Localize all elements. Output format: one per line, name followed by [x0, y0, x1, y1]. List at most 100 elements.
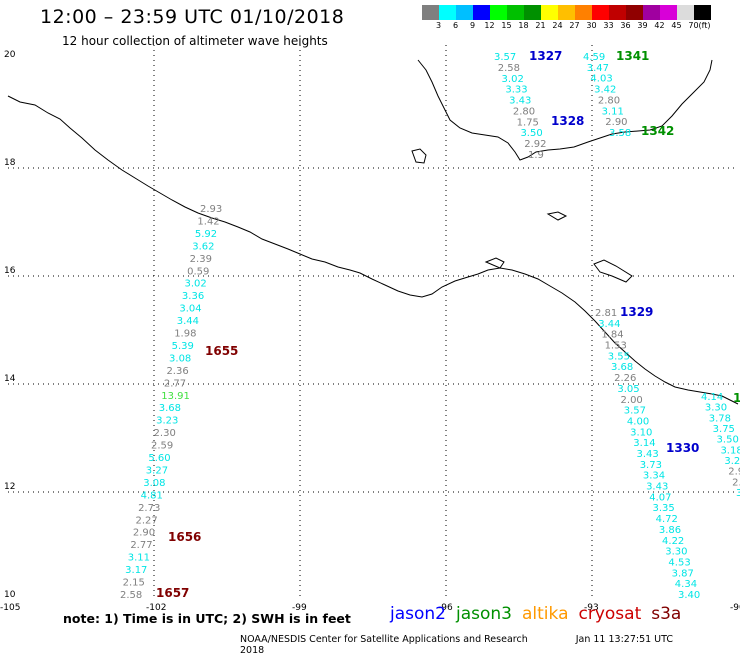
wave-height-label: 4.00 [627, 416, 649, 427]
wave-height-label: 4.03 [590, 74, 612, 85]
wave-height-label: 2.39 [190, 254, 212, 265]
color-scale-label: 18 [518, 21, 529, 30]
wave-height-label: 3.11 [602, 106, 624, 117]
wave-height-label: 3.58 [609, 128, 631, 139]
legend-item-s3a: s3a [651, 604, 682, 624]
color-scale-label: 3 [435, 21, 442, 30]
color-scale-labels: 3 6 9 12 15 18 21 24 27 30 33 36 39 42 45 70 (ft) [422, 21, 738, 33]
island [593, 259, 633, 283]
color-scale-label: 15 [501, 21, 512, 30]
color-scale-swatch [592, 5, 609, 20]
color-scale-swatch [473, 5, 490, 20]
wave-height-label: 3.02 [502, 74, 524, 85]
wave-height-label: 3.02 [185, 279, 207, 290]
wave-height-label: 3.33 [505, 85, 527, 96]
color-scale-label: 27 [569, 21, 580, 30]
wave-height-label: 2.80 [598, 95, 620, 106]
wave-height-label: 3.62 [192, 241, 214, 252]
pass-number-label: 1327 [529, 49, 562, 63]
wave-height-label: 3.23 [156, 416, 178, 427]
pass-number-label: 1655 [205, 344, 238, 358]
wave-height-label: 2.36 [166, 366, 188, 377]
footer: NOAA/NESDIS Center for Satellite Applica… [240, 634, 740, 656]
wave-height-label: 2.58 [498, 63, 520, 74]
wave-height-label: 3.78 [709, 413, 731, 424]
units-note: note: 1) Time is in UTC; 2) SWH is in fe… [63, 611, 351, 626]
color-scale-swatch [524, 5, 541, 20]
color-scale-swatch [677, 5, 694, 20]
wave-height-label: 2.93 [200, 204, 222, 215]
wave-height-label: 3.40 [678, 590, 700, 601]
wave-height-label: 2.26 [614, 373, 636, 384]
wave-height-label: 0.59 [187, 266, 209, 277]
page-title: 12:00 – 23:59 UTC 01/10/2018 [40, 6, 345, 28]
legend-item-cryosat: cryosat [578, 604, 642, 624]
pass-number-label: 1330 [666, 441, 699, 455]
wave-height-label: 4.34 [675, 579, 697, 590]
color-scale-swatch [558, 5, 575, 20]
wave-height-label: 2.81 [595, 308, 617, 319]
pass-number-label: 1657 [156, 586, 189, 600]
wave-height-label: 2.00 [621, 395, 643, 406]
wave-height-label: 3.68 [159, 403, 181, 414]
graticule [8, 45, 738, 600]
latitude-tick-label: 12 [4, 482, 15, 492]
color-scale-label: 33 [603, 21, 614, 30]
wave-height-label: 3.44 [598, 319, 620, 330]
satellite-legend: jason2 jason3 altika cryosat s3a [390, 604, 691, 624]
wave-height-label: 4.14 [701, 392, 723, 403]
wave-height-label: 4.81 [141, 490, 163, 501]
color-scale-swatch [507, 5, 524, 20]
wave-height-label: 2.9 [728, 467, 740, 478]
island [484, 257, 505, 269]
color-scale-label: 6 [452, 21, 459, 30]
wave-height-label: 1.84 [601, 330, 623, 341]
wave-height-label: 4.22 [662, 536, 684, 547]
pass-number-label: 1 [733, 391, 740, 405]
color-scale-label: 12 [484, 21, 495, 30]
wave-height-label: 2.59 [151, 441, 173, 452]
color-scale-label: 39 [637, 21, 648, 30]
legend-item-altika: altika [522, 604, 569, 624]
color-scale-bar [422, 5, 711, 20]
latitude-tick-label: 16 [4, 266, 16, 276]
wave-height-label: 3.2 [724, 456, 740, 467]
color-scale-swatch [609, 5, 626, 20]
pass-number-label: 1328 [551, 114, 584, 128]
wave-height-label: 3. [736, 488, 740, 499]
footer-center: NOAA/NESDIS Center for Satellite Applica… [240, 634, 528, 645]
wave-height-label: 5.60 [148, 453, 170, 464]
axis-labels: -105 -102 -99 -96 -93 -90 20 18 16 14 12 10 [0, 50, 740, 613]
wave-height-label: 4.53 [668, 557, 690, 568]
island [411, 148, 427, 164]
wave-height-label: 3.08 [169, 353, 191, 364]
wave-height-label: 3.04 [179, 304, 201, 315]
wave-height-label: 3.36 [182, 291, 204, 302]
wave-height-label: 5.92 [195, 229, 217, 240]
wave-height-label: 2.90 [605, 117, 627, 128]
wave-height-label: 2.73 [138, 503, 160, 514]
longitude-tick-label: -96 [438, 603, 453, 613]
color-scale-swatch [490, 5, 507, 20]
wave-height-label: 13.91 [161, 391, 190, 402]
wave-height-label: 3.17 [125, 565, 147, 576]
pass-number-label: 1329 [620, 305, 653, 319]
color-scale-label: 21 [535, 21, 546, 30]
wave-height-label: 2.90 [133, 528, 155, 539]
wave-height-label: 2.30 [154, 428, 176, 439]
wave-height-label: 3.18 [720, 445, 740, 456]
wave-height-label: 3.34 [643, 471, 665, 482]
color-scale-swatch [660, 5, 677, 20]
altimeter-tracks: 2.931.425.923.622.390.593.023.363.043.44… [120, 49, 740, 601]
color-scale-label: 42 [654, 21, 665, 30]
color-scale-swatch [643, 5, 660, 20]
wave-height-label: 2.15 [123, 578, 145, 589]
wave-height-label: 4.07 [649, 492, 671, 503]
wave-height-label: 3.68 [611, 362, 633, 373]
wave-height-label: 2.58 [120, 590, 142, 601]
wave-height-label: 3.44 [177, 316, 199, 327]
color-scale-swatch [541, 5, 558, 20]
pass-number-label: 1656 [168, 530, 201, 544]
color-scale-swatch [456, 5, 473, 20]
